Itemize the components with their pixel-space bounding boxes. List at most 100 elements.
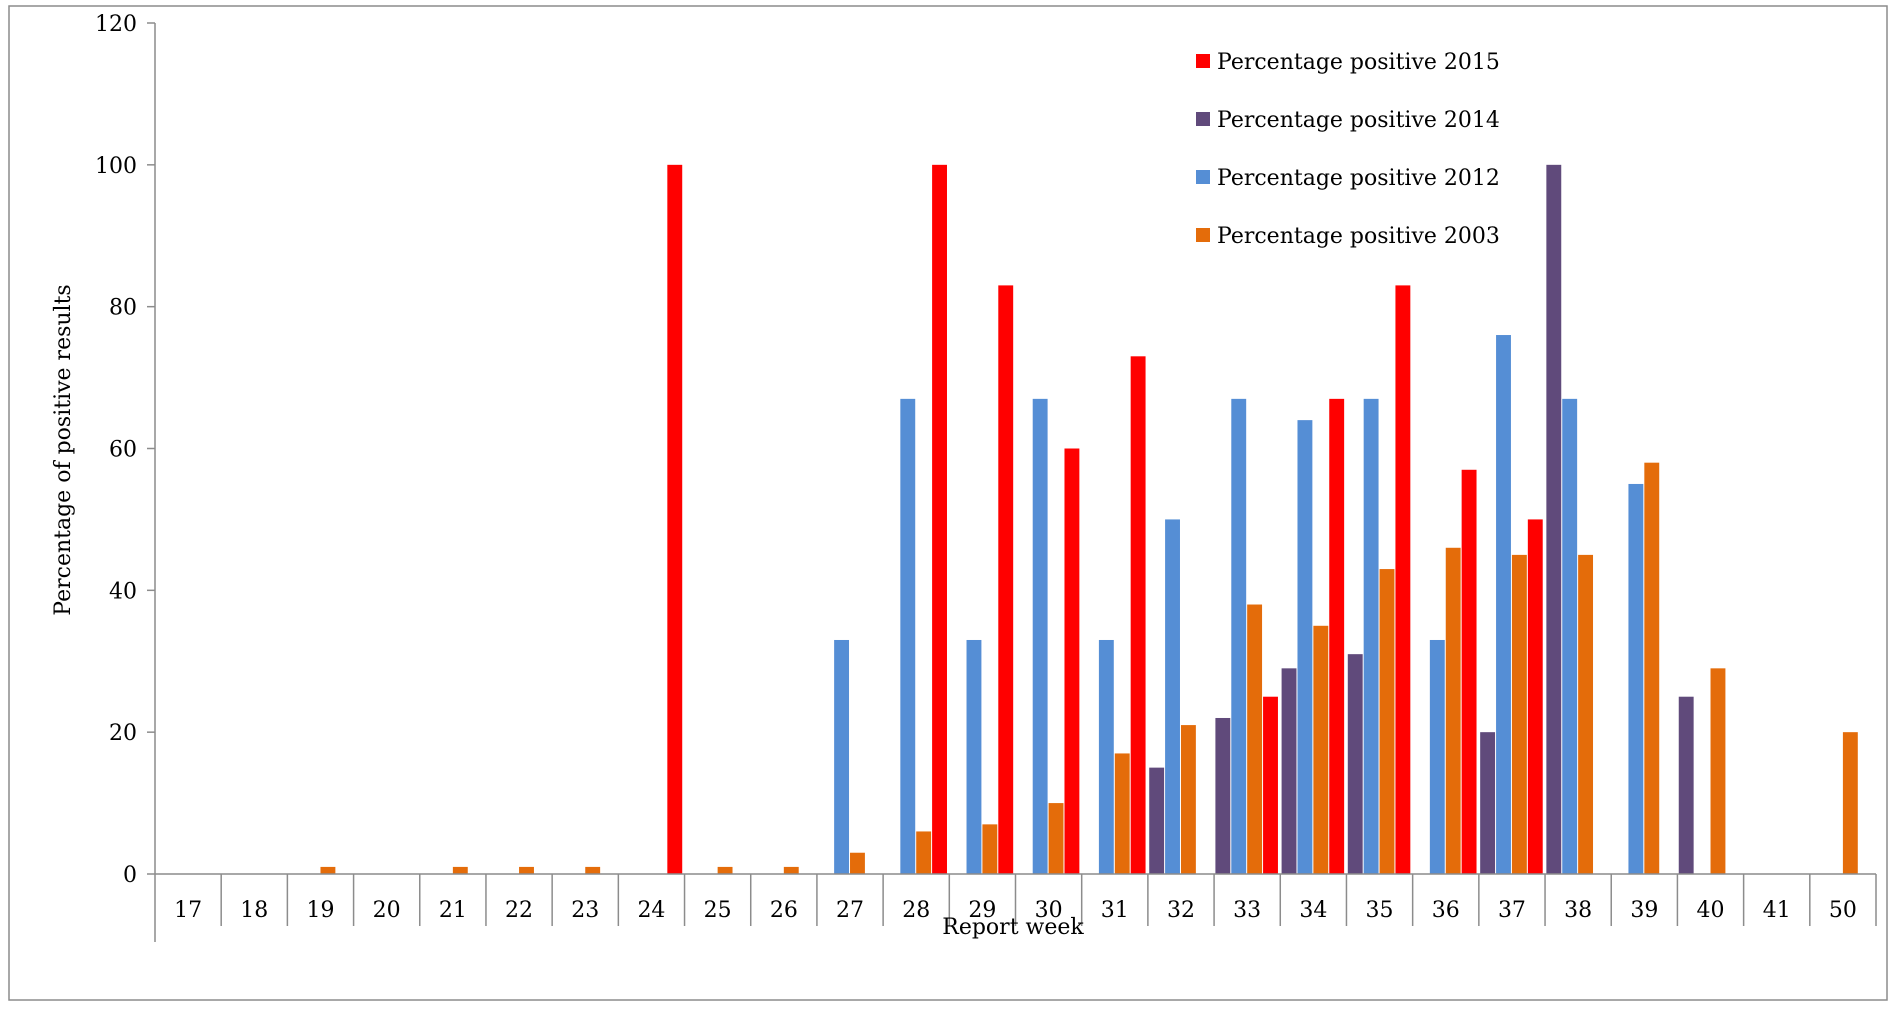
x-tick-label: 37 [1498,898,1526,923]
x-tick-label: 41 [1763,898,1791,923]
bar [1628,483,1644,874]
bars [320,164,1858,875]
legend: Percentage positive 2015 Percentage posit… [1196,50,1500,249]
x-tick-label: 35 [1366,898,1394,923]
bar [1064,448,1080,874]
bar [916,831,932,874]
legend-swatch [1196,170,1210,184]
x-tick-label: 40 [1697,898,1725,923]
x-tick-label: 27 [836,898,864,923]
legend-swatch [1196,54,1210,68]
bar [1445,547,1461,874]
x-tick-label: 29 [968,898,996,923]
bar [1263,696,1278,874]
bar [1562,398,1578,874]
x-tick-label: 17 [174,898,202,923]
x-tick-label: 31 [1101,898,1129,923]
bar [1098,639,1114,874]
y-tick-label: 40 [109,579,137,604]
x-axis-categories: 17 18 19 20 21 22 23 24 25 26 27 28 29 30 31 32 33 34 35 36… [174,874,1857,926]
bar [1215,717,1231,874]
bar [717,866,733,874]
x-tick-label: 18 [240,898,268,923]
bar [1149,767,1165,875]
bar [1461,469,1477,874]
x-tick-label: 20 [373,898,401,923]
bar [1511,554,1527,875]
bar [1429,639,1445,874]
y-tick-label: 80 [109,296,137,321]
bar [1313,625,1329,874]
x-tick-label: 36 [1432,898,1460,923]
bar [1546,164,1562,874]
x-tick-label: 34 [1299,898,1327,923]
y-axis-ticks: 0 20 40 60 80 100 120 [95,12,155,888]
x-tick-label: 32 [1167,898,1195,923]
y-tick-label: 120 [95,12,137,37]
bar [834,639,850,874]
legend-label: Percentage positive 2015 [1217,50,1500,75]
bar [1678,696,1694,874]
x-tick-label: 19 [306,898,334,923]
x-tick-label: 23 [571,898,599,923]
bar [1527,519,1543,874]
x-tick-label: 28 [902,898,930,923]
bar [1379,569,1395,874]
bar [667,164,683,874]
bar [900,398,916,874]
legend-swatch [1196,228,1210,242]
x-tick-label: 39 [1630,898,1658,923]
x-tick-label: 30 [1035,898,1063,923]
bar [1347,654,1363,874]
bar [1032,398,1048,874]
bar [1578,554,1594,875]
y-tick-label: 0 [123,863,137,888]
x-tick-label: 25 [704,898,732,923]
bar [1114,753,1130,874]
x-tick-label: 21 [439,898,467,923]
legend-label: Percentage positive 2012 [1217,166,1500,191]
bar [783,866,799,874]
bar [1048,803,1064,874]
x-axis-label: Report week [942,915,1084,940]
bar [320,866,336,874]
bar [850,852,865,874]
bar [1496,335,1511,874]
legend-label: Percentage positive 2014 [1217,108,1500,133]
y-tick-label: 60 [109,438,137,463]
bar [1130,356,1146,874]
x-tick-label: 50 [1829,898,1857,923]
bar [452,866,468,874]
chart-frame [8,5,1888,1001]
bar [1842,732,1858,874]
bar [982,824,998,874]
legend-label: Percentage positive 2003 [1217,224,1500,249]
bar [966,639,982,874]
bar [1297,420,1313,874]
bar [585,866,601,874]
bar [1395,285,1411,874]
x-tick-label: 33 [1233,898,1261,923]
bar [1180,725,1196,874]
axes [154,23,1877,942]
x-tick-label: 22 [505,898,533,923]
bar [519,866,534,874]
bar [1363,398,1379,874]
y-tick-label: 100 [95,154,137,179]
bar [1644,462,1660,874]
bar [1329,398,1345,874]
y-tick-label: 20 [109,721,137,746]
legend-swatch [1196,112,1210,126]
y-axis-label: Percentage of positive results [51,284,76,615]
bar [1480,732,1496,874]
bar [998,285,1014,874]
x-tick-label: 38 [1564,898,1592,923]
bar [1281,668,1297,874]
bar [1231,398,1247,874]
bar [1247,604,1263,874]
x-tick-label: 26 [770,898,798,923]
bar [1710,668,1726,874]
bar [1165,519,1180,874]
